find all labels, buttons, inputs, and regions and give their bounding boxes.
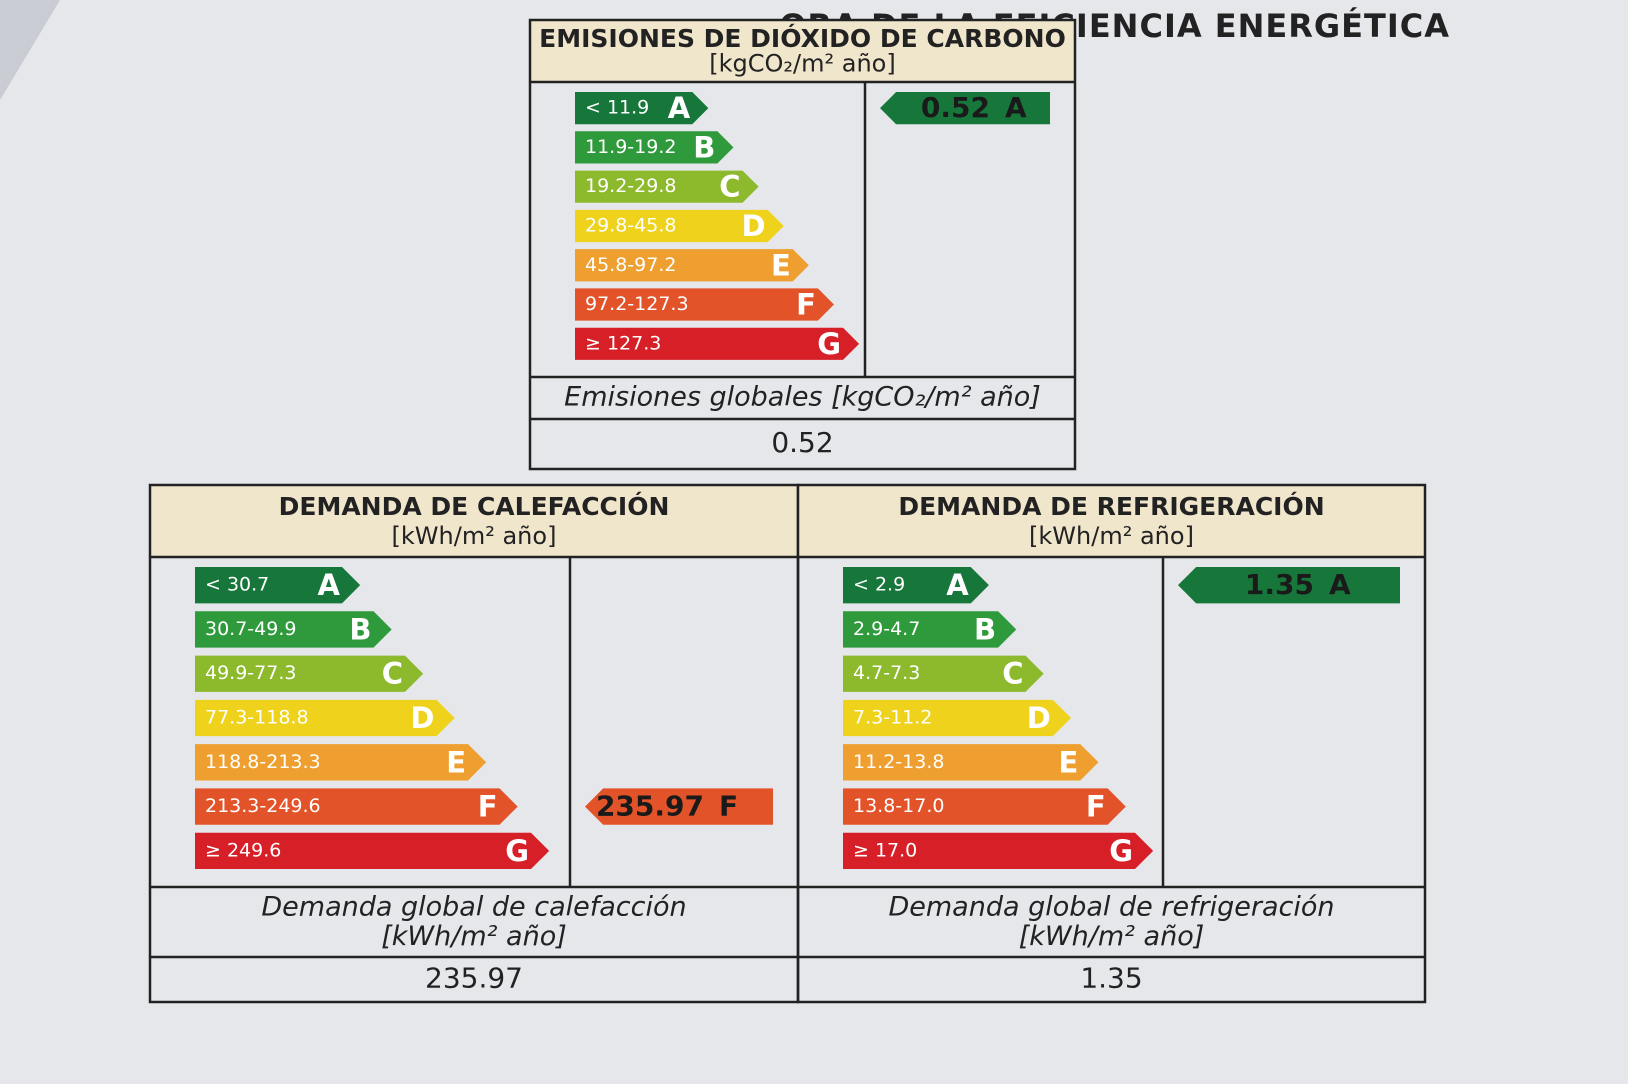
energy-bar <box>843 655 1044 692</box>
energy-letter: C <box>1002 657 1023 691</box>
energy-bar <box>575 288 834 321</box>
energy-letter: D <box>410 701 434 735</box>
panel-unit: [kWh/m² año] <box>392 522 557 550</box>
energy-letter: C <box>382 657 403 691</box>
footer-value: 1.35 <box>1080 962 1142 995</box>
footer-label: Demanda global de refrigeración <box>888 892 1334 923</box>
energy-range: 4.7-7.3 <box>853 662 920 684</box>
footer-unit: [kWh/m² año] <box>381 921 567 952</box>
energy-letter: C <box>719 170 740 204</box>
energy-letter: G <box>1109 834 1133 868</box>
energy-bar <box>575 92 709 125</box>
rating-arrow <box>880 92 1050 125</box>
footer-label: Emisiones globales [kgCO₂/m² año] <box>564 382 1041 413</box>
energy-letter: G <box>505 834 529 868</box>
footer-unit: [kWh/m² año] <box>1019 921 1205 952</box>
energy-letter: F <box>796 288 816 322</box>
energy-range: ≥ 249.6 <box>205 839 281 861</box>
energy-bar <box>195 744 487 781</box>
energy-letter: A <box>318 568 341 602</box>
rating-value: 235.97 <box>596 790 704 823</box>
energy-range: ≥ 127.3 <box>585 332 661 354</box>
energy-bar <box>195 655 424 692</box>
energy-letter: A <box>946 568 969 602</box>
energy-letter: E <box>446 745 466 779</box>
energy-bar <box>575 170 759 203</box>
energy-bar <box>575 131 734 164</box>
energy-bar <box>843 567 989 604</box>
energy-bar <box>843 611 1017 648</box>
energy-letter: B <box>693 130 715 164</box>
energy-bar <box>843 832 1154 870</box>
panel-title: DEMANDA DE CALEFACCIÓN <box>279 491 670 521</box>
energy-range: ≥ 17.0 <box>853 839 917 861</box>
footer-value: 235.97 <box>425 962 523 995</box>
footer-value: 0.52 <box>771 426 833 459</box>
energy-range: 13.8-17.0 <box>853 795 944 817</box>
panel-unit: [kgCO₂/m² año] <box>709 50 895 78</box>
energy-range: 30.7-49.9 <box>205 618 296 640</box>
panel-title: DEMANDA DE REFRIGERACIÓN <box>898 491 1324 521</box>
rating-arrow <box>585 788 773 825</box>
energy-range: 11.2-13.8 <box>853 751 944 773</box>
rating-letter: F <box>719 790 738 823</box>
energy-bar <box>195 567 361 604</box>
energy-bar <box>843 788 1126 825</box>
energy-bar <box>843 699 1072 737</box>
energy-range: 45.8-97.2 <box>585 254 676 276</box>
energy-range: < 2.9 <box>853 574 905 596</box>
energy-range: 97.2-127.3 <box>585 293 689 315</box>
energy-bar <box>575 249 809 282</box>
energy-letter: B <box>349 612 371 646</box>
energy-range: 7.3-11.2 <box>853 707 932 729</box>
energy-bar <box>575 327 860 360</box>
panel-frame <box>796 483 1427 1004</box>
energy-range: 2.9-4.7 <box>853 618 920 640</box>
energy-range: 213.3-249.6 <box>205 795 321 817</box>
energy-letter: E <box>1058 745 1078 779</box>
energy-letter: G <box>817 327 841 361</box>
energy-range: 49.9-77.3 <box>205 662 296 684</box>
panel-header <box>530 20 1075 82</box>
energy-letter: E <box>771 248 791 282</box>
energy-range: 118.8-213.3 <box>205 751 321 773</box>
energy-letter: F <box>1086 790 1106 824</box>
energy-range: 11.9-19.2 <box>585 136 676 158</box>
energy-range: < 11.9 <box>585 97 649 119</box>
energy-letter: F <box>478 790 498 824</box>
energy-bar <box>195 832 550 870</box>
energy-range: 19.2-29.8 <box>585 175 676 197</box>
footer-label: Demanda global de calefacción <box>261 892 686 923</box>
energy-range: 77.3-118.8 <box>205 707 309 729</box>
rating-value: 1.35 <box>1245 568 1314 601</box>
energy-bar <box>575 209 784 243</box>
panel-unit: [kWh/m² año] <box>1029 522 1194 550</box>
rating-value: 0.52 <box>921 91 990 124</box>
rating-letter: A <box>1329 568 1351 601</box>
energy-letter: A <box>668 91 691 125</box>
energy-bar <box>195 699 455 737</box>
panel-frame <box>528 18 1077 471</box>
energy-letter: B <box>974 612 996 646</box>
energy-letter: D <box>1027 701 1051 735</box>
energy-bar <box>195 611 392 648</box>
rating-arrow <box>1178 567 1400 604</box>
panel-title: EMISIONES DE DIÓXIDO DE CARBONO <box>539 23 1066 53</box>
energy-range: < 30.7 <box>205 574 269 596</box>
paper-edge <box>0 0 60 100</box>
energy-letter: D <box>742 209 766 243</box>
panel-header <box>798 485 1425 557</box>
energy-bar <box>843 744 1099 781</box>
energy-range: 29.8-45.8 <box>585 214 676 236</box>
panel-header <box>150 485 798 557</box>
rating-letter: A <box>1005 91 1027 124</box>
energy-bar <box>195 788 518 825</box>
